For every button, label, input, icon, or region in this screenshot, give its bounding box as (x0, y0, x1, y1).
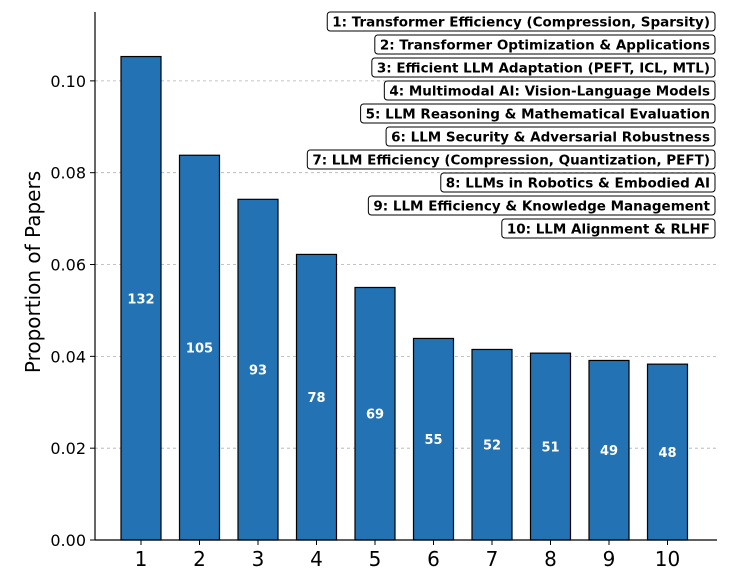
bar-4 (295, 253, 338, 541)
y-tick-label: 0.04 (50, 347, 86, 366)
legend-text: 9: LLM Efficiency & Knowledge Management (373, 199, 710, 215)
legend-entry-5: 5: LLM Reasoning & Mathematical Evaluati… (360, 103, 716, 124)
legend-entry-3: 3: Efficient LLM Adaptation (PEFT, ICL, … (371, 57, 716, 78)
y-tick-label: 0.06 (50, 256, 86, 275)
legend-text: 10: LLM Alignment & RLHF (507, 222, 710, 238)
legend: 1: Transformer Efficiency (Compression, … (306, 11, 716, 239)
legend-text: 4: Multimodal AI: Vision-Language Models (389, 84, 710, 100)
legend-entry-4: 4: Multimodal AI: Vision-Language Models (383, 80, 716, 101)
bar-3 (237, 198, 279, 541)
legend-text: 6: LLM Security & Adversarial Robustness (391, 130, 710, 146)
legend-box (371, 57, 716, 78)
y-tick-label: 0.08 (50, 164, 86, 183)
bar-9 (588, 359, 630, 541)
bar-5 (354, 286, 396, 541)
bar-6 (412, 337, 455, 541)
bar-10 (646, 363, 689, 541)
legend-box (306, 149, 716, 170)
legend-entry-6: 6: LLM Security & Adversarial Robustness (385, 126, 716, 147)
legend-entry-10: 10: LLM Alignment & RLHF (501, 218, 716, 239)
y-tick-label: 0.00 (50, 531, 86, 550)
legend-box (385, 126, 716, 147)
bar-count-label-4: 78 (307, 391, 325, 406)
x-tick-label: 2 (193, 547, 206, 571)
legend-entry-7: 7: LLM Efficiency (Compression, Quantiza… (306, 149, 716, 170)
bars (120, 55, 689, 541)
y-tick-label: 0.02 (50, 439, 86, 458)
bar-count-label-9: 49 (600, 444, 618, 459)
bar-count-labels: 132 105 93 78 69 55 52 51 49 48 (127, 292, 676, 461)
legend-box (440, 172, 716, 193)
bar-1 (120, 55, 162, 541)
bar-count-label-10: 48 (658, 446, 676, 461)
x-tick-label: 8 (544, 547, 557, 571)
bar-count-label-7: 52 (483, 439, 501, 454)
legend-box (501, 218, 716, 239)
bar-count-label-1: 132 (127, 292, 154, 307)
legend-text: 5: LLM Reasoning & Mathematical Evaluati… (366, 107, 710, 123)
bar-count-label-6: 55 (424, 433, 442, 448)
y-axis-label: Proportion of Papers (21, 171, 45, 373)
legend-box (374, 34, 716, 55)
bar-count-label-2: 105 (186, 342, 213, 357)
bar-count-label-5: 69 (366, 408, 384, 423)
y-tick-label: 0.10 (50, 72, 86, 91)
legend-text: 2: Transformer Optimization & Applicatio… (380, 38, 710, 54)
x-tick-label: 9 (603, 547, 616, 571)
legend-box (360, 103, 716, 124)
legend-entry-8: 8: LLMs in Robotics & Embodied AI (440, 172, 716, 193)
legend-box (367, 195, 716, 216)
bar-count-label-3: 93 (249, 364, 267, 379)
x-tick-label: 1 (135, 547, 148, 571)
x-tick-label: 10 (655, 547, 680, 571)
legend-box (326, 11, 716, 32)
x-tick-label: 5 (369, 547, 382, 571)
legend-entry-9: 9: LLM Efficiency & Knowledge Management (367, 195, 716, 216)
x-tick-label: 4 (310, 547, 323, 571)
x-tick-label: 7 (486, 547, 499, 571)
x-tick-label: 6 (427, 547, 440, 571)
axes (94, 12, 717, 541)
bar-2 (178, 154, 221, 541)
legend-box (383, 80, 716, 101)
y-axis-ticks: 0.00 0.02 0.04 0.06 0.08 0.10 (50, 72, 95, 550)
legend-text: 7: LLM Efficiency (Compression, Quantiza… (312, 153, 710, 169)
legend-entry-2: 2: Transformer Optimization & Applicatio… (374, 34, 716, 55)
legend-text: 1: Transformer Efficiency (Compression, … (332, 15, 710, 31)
legend-entry-1: 1: Transformer Efficiency (Compression, … (326, 11, 716, 32)
legend-text: 3: Efficient LLM Adaptation (PEFT, ICL, … (377, 61, 710, 77)
bar-count-label-8: 51 (541, 441, 559, 456)
x-tick-label: 3 (252, 547, 265, 571)
x-axis-ticks: 1 2 3 4 5 6 7 8 9 10 (135, 540, 680, 571)
legend-text: 8: LLMs in Robotics & Embodied AI (446, 176, 710, 192)
